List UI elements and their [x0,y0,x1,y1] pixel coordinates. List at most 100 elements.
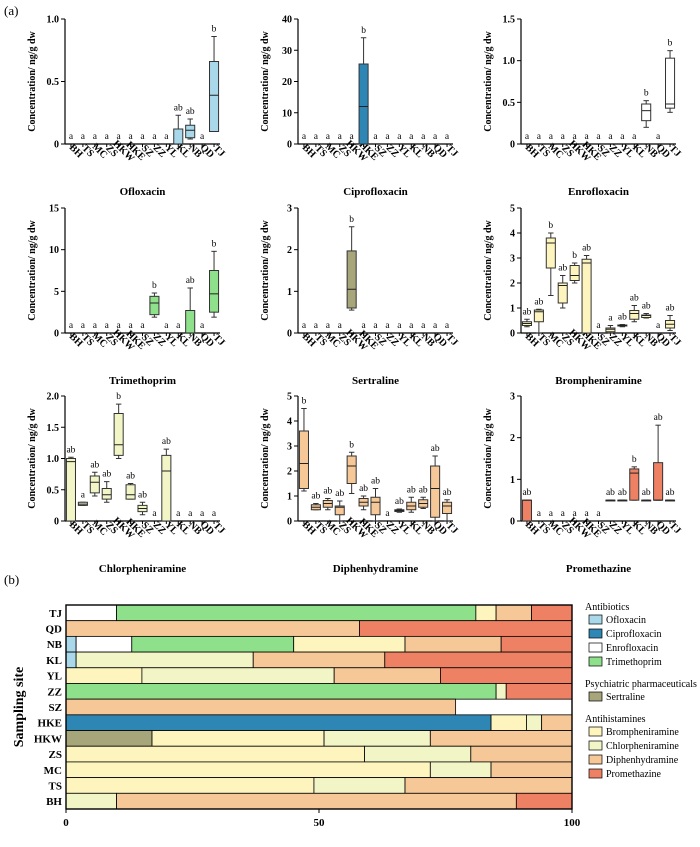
legend-label: Chlorpheniramine [606,741,679,752]
significance-letter: ab [138,490,147,500]
box-zz [149,292,160,318]
y-tick-label: 0 [54,140,59,151]
box-iqr [653,462,664,501]
y-tick-label: 0 [510,140,515,151]
category-label: MC [44,765,62,777]
x-tick-label: TJ [211,520,227,536]
legend-swatch [588,768,603,779]
segment-trimethoprim [116,604,477,622]
significance-letter: a [69,321,74,331]
stacked-row-nb [65,635,573,653]
segment-brompheniramine [490,714,527,731]
significance-letter: a [69,132,74,142]
segment-diphenhydramine [65,698,457,716]
significance-letter: a [350,132,355,142]
category-label: QD [46,624,63,636]
segment-brompheniramine [65,777,315,794]
panel-title: Diphenhydramine [333,563,419,575]
significance-letter: ab [630,294,639,304]
significance-letter: ab [90,460,99,470]
box-nb [641,100,652,128]
significance-letter: a [200,509,205,519]
significance-letter: ab [443,488,452,498]
segment-diphenhydramine [404,635,502,653]
segment-promethazine [440,667,573,684]
box-yl [617,324,628,328]
segment-promethazine [359,620,573,637]
significance-letter: ab [606,488,615,498]
box-iqr [101,488,112,500]
box-zs [334,500,345,522]
legend-item-diphenhydramine: Diphenhydramine [588,754,679,766]
box-ts [77,501,88,506]
x-tick-label: TJ [444,332,460,348]
box-hkw [569,262,580,284]
significance-letter: a [164,321,169,331]
box-hkw [113,403,124,459]
significance-letter: a [596,321,601,331]
legend: Antibiotics Ofloxacin Ciprofloxacin Enroflo… [585,602,697,780]
significance-letter: a [409,132,414,142]
significance-letter: ab [666,304,675,314]
significance-letter: a [656,132,661,142]
segment-chlorpheniramine [364,745,472,763]
segment-enrofloxacin [65,604,117,622]
significance-letter: a [152,509,157,519]
box-tj [442,499,453,522]
significance-letter: a [656,321,661,331]
category-label: TJ [49,608,62,620]
legend-swatch [588,614,603,625]
segment-diphenhydramine [429,730,573,747]
legend-label: Promethazine [606,769,662,780]
y-axis-label: Concentration/ ng/g dw [483,407,494,508]
significance-letter: a [152,132,157,142]
y-tick-label: 1.0 [503,56,516,67]
y-tick-label: 0 [287,517,292,528]
significance-letter: a [561,509,566,519]
segment-diphenhydramine [470,745,573,763]
segment-chlorpheniramine [141,667,335,684]
box-iqr [641,103,652,122]
y-tick-label: 40 [282,15,292,26]
x-tick-label: TJ [444,520,460,536]
segment-sertraline [65,730,153,747]
box-panel-sertraline: Concentration/ ng/g dw0123BHTSMCZSHKWHKE… [260,204,460,388]
significance-letter: a [105,321,110,331]
y-axis-label: Concentration/ ng/g dw [483,219,494,320]
box-zz [605,499,616,502]
segment-ciprofloxacin [65,714,492,731]
composition-chart: TJQDNBKLYLZZSZHKEHKWZSMCTSBH050100Compos… [12,602,697,829]
significance-letter: a [176,509,181,519]
box-iqr [346,250,357,309]
stacked-row-mc [65,761,573,779]
significance-letter: a [200,132,205,142]
significance-letter: ab [618,488,627,498]
y-tick-label: 1 [510,304,515,315]
box-iqr [185,310,196,334]
panel-title: Ofloxacin [120,186,166,198]
segment-diphenhydramine [404,777,573,794]
y-tick-label: 1 [510,475,515,486]
legend-item-promethazine: Promethazine [588,768,662,780]
significance-letter: ab [311,492,320,502]
significance-letter: b [632,455,637,465]
significance-letter: a [573,132,578,142]
panel-title: Sertraline [352,375,399,387]
legend-item-trimethoprim: Trimethoprim [588,656,662,668]
significance-letter: a [361,321,366,331]
y-axis-label: Concentration/ ng/g dw [260,30,271,131]
box-kl [629,466,640,501]
significance-letter: a [385,321,390,331]
significance-letter: b [152,281,157,291]
significance-letter: ab [66,445,75,455]
box-nb [641,313,652,319]
box-tj [209,250,220,318]
category-label: SZ [49,702,62,714]
segment-brompheniramine [65,667,143,684]
legend-group-title: Psychiatric pharmaceuticals [585,679,697,690]
y-tick-label: 5 [510,204,515,215]
box-panel-diphenhydramine: Concentration/ ng/g dw012345BHTSMCZSHKWH… [260,392,460,576]
category-label: YL [47,671,62,683]
significance-letter: ab [522,307,531,317]
